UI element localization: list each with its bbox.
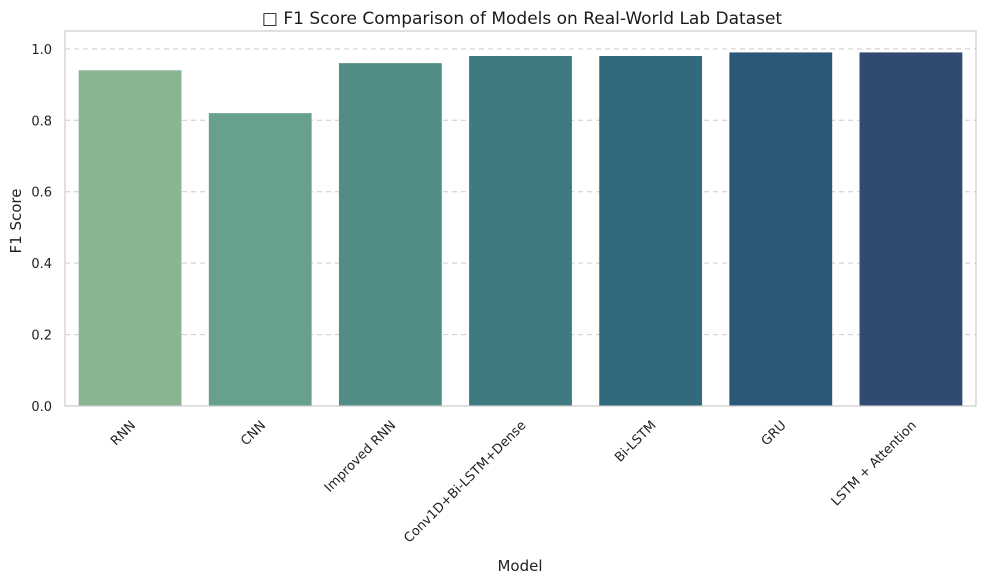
bars <box>78 52 963 407</box>
x-axis-label: Model <box>497 557 542 575</box>
y-tick-label: 0.6 <box>31 186 52 201</box>
plot-frame <box>64 30 977 407</box>
y-tick-label: 0.8 <box>31 114 52 129</box>
chart-title: □ F1 Score Comparison of Models on Real-… <box>262 9 783 29</box>
bar-bi-lstm <box>599 56 703 406</box>
x-tick-label: GRU <box>759 418 790 449</box>
bar-improved-rnn <box>338 63 442 407</box>
bar-cnn <box>208 113 312 407</box>
y-axis-label: F1 Score <box>7 189 25 254</box>
x-tick-label: LSTM + Attention <box>829 418 920 509</box>
y-tick-labels: 0.0 0.2 0.4 0.6 0.8 1.0 <box>31 43 52 415</box>
x-tick-label: CNN <box>238 418 269 449</box>
x-tick-label: RNN <box>108 418 139 449</box>
x-tick-label: Bi-LSTM <box>612 418 659 465</box>
y-tick-label: 1.0 <box>31 43 52 58</box>
x-tick-label: Conv1D+Bi-LSTM+Dense <box>401 418 529 546</box>
bar-lstm-attention <box>859 52 963 407</box>
bar-gru <box>729 52 833 407</box>
bar-conv1d-bi-lstm-dense <box>469 56 572 406</box>
y-tick-label: 0.2 <box>31 329 52 344</box>
x-tick-labels: RNN CNN Improved RNN Conv1D+Bi-LSTM+Dense Bi… <box>108 418 920 546</box>
y-tick-label: 0.4 <box>31 257 52 272</box>
y-tick-label: 0.0 <box>31 400 52 415</box>
bar-rnn <box>78 70 182 407</box>
x-tick-label: Improved RNN <box>322 418 399 495</box>
